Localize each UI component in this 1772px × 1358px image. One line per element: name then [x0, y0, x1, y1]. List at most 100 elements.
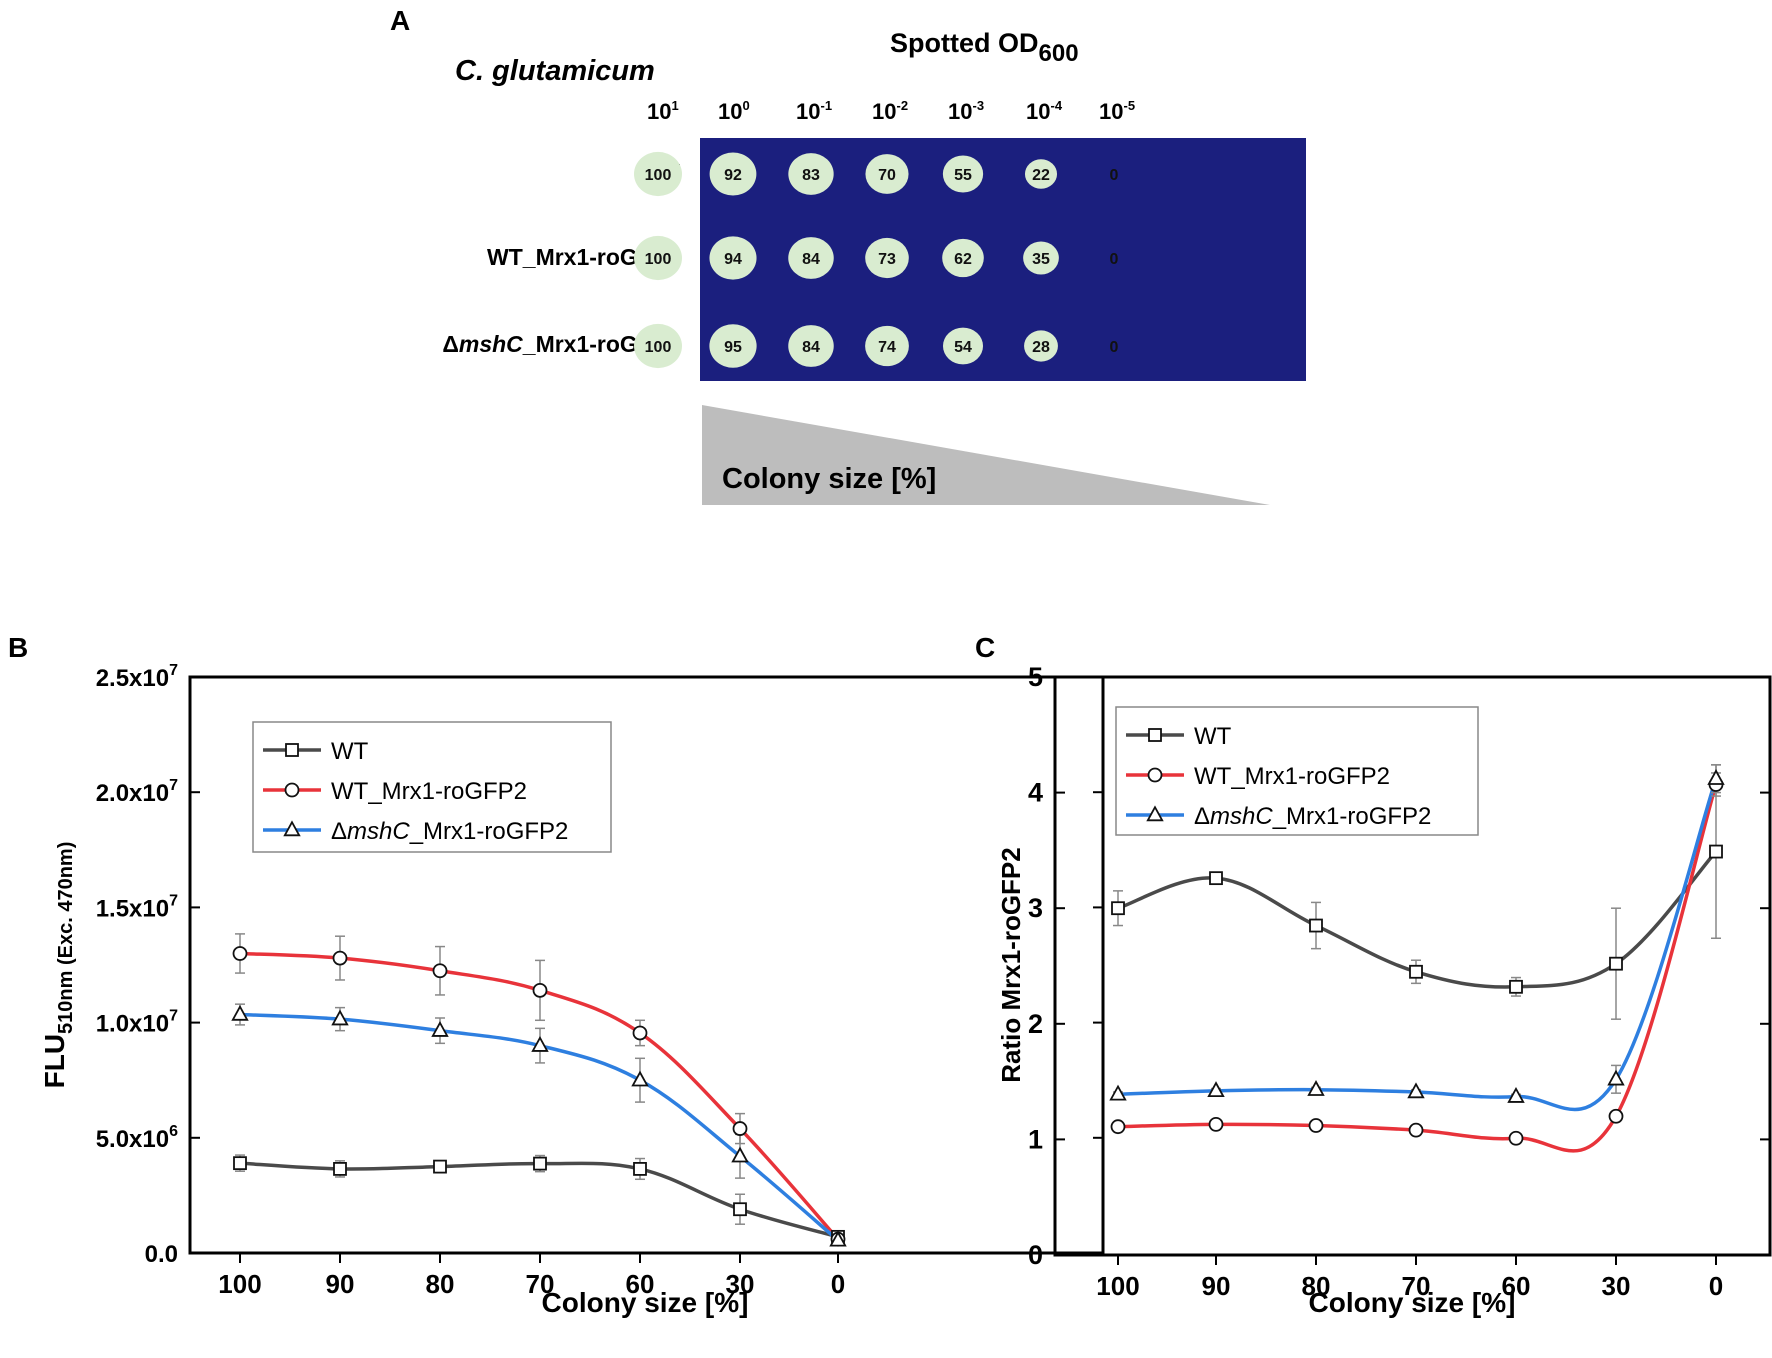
data-point-wt [1509, 979, 1523, 994]
colony-size-value: 74 [878, 339, 896, 356]
data-point-wt [1209, 871, 1223, 886]
colony-size-value: 94 [724, 251, 742, 268]
y-tick-label-exponent: 7 [169, 662, 178, 679]
legend-label-text: WT_Mrx1-roGFP2 [1194, 763, 1390, 790]
x-tick-label: 80 [1302, 1271, 1331, 1301]
y-tick-label: 1.5x107 [96, 892, 178, 922]
y-tick-label-text: 2 [1028, 1009, 1043, 1039]
y-tick-label-text: 0.0 [145, 1241, 178, 1268]
colony-size-wedge-label: Colony size [%] [722, 463, 936, 495]
data-point-mshc [731, 1146, 749, 1163]
data-point-mshc [1707, 769, 1725, 785]
data-point-wt [433, 1159, 447, 1174]
colony-size-value: 0 [1110, 167, 1119, 184]
colony-size-value: 100 [645, 339, 672, 356]
colony-size-value: 35 [1032, 251, 1050, 268]
legend-label-mshc: ΔmshC_Mrx1-roGFP2 [1194, 803, 1431, 830]
colony-spot [634, 235, 682, 281]
dilution-label: 10-3 [948, 98, 984, 124]
organism-label: C. glutamicum [455, 55, 655, 87]
data-point-mshc [531, 1035, 549, 1052]
data-point-wt [1111, 901, 1125, 916]
dilution-exponent: -3 [972, 98, 984, 113]
data-point-wtmrx [1208, 1116, 1224, 1132]
dilution-label: 100 [718, 98, 750, 124]
panel-b: B 0.05.0x1061.0x1071.5x1072.0x1072.5x107… [8, 632, 1105, 1318]
y-tick-label: 5 [1028, 662, 1043, 692]
colony-spot [942, 238, 984, 278]
panel-c-x-axis: 100 90 80 70 60 30 0 [1096, 1255, 1723, 1301]
colony-size-value: 95 [724, 339, 742, 356]
spotted-od-title: Spotted OD600 [890, 28, 1079, 67]
strain-label-italic: mshC [459, 331, 523, 357]
y-tick-label-exponent: 7 [169, 892, 178, 909]
y-tick-label: 5.0x106 [96, 1123, 178, 1153]
data-point-mshc [331, 1009, 349, 1026]
legend-label-text: WT [1194, 723, 1232, 750]
colony-spot [788, 237, 834, 279]
y-tick-label-exponent: 7 [169, 1008, 178, 1025]
panel-c-legend: WT WT_Mrx1-roGFP2 ΔmshC_Mrx1-roGFP2 [1115, 706, 1479, 836]
colony-size-value: 100 [645, 251, 672, 268]
colony-size-value: 0 [1110, 251, 1119, 268]
colony-spot [1024, 330, 1058, 362]
y-tick-label: 0 [1028, 1240, 1043, 1270]
panel-b-frame [188, 675, 1105, 1255]
data-point-mshc [231, 1004, 249, 1021]
y-tick-label-text: 2.0x10 [96, 780, 169, 807]
legend-label-mshc: ΔmshC_Mrx1-roGFP2 [331, 818, 568, 845]
panel-b-series [231, 933, 847, 1247]
data-point-wtmrx [1608, 1108, 1624, 1124]
y-tick-label: 4 [1028, 778, 1043, 808]
x-tick-label: 100 [218, 1269, 261, 1299]
panel-b-y-axis-title: FLU510nm (Exc. 470nm) [39, 842, 77, 1089]
y-tick-label-text: 5 [1028, 662, 1043, 692]
panel-c-y-axis: 0 1 2 3 4 5 [1028, 662, 1770, 1270]
dilution-base: 10 [796, 99, 820, 124]
data-point-mshc [1207, 1081, 1225, 1098]
panel-c-frame [1053, 675, 1772, 1257]
legend-marker-mshc [1146, 805, 1164, 822]
legend-marker-wt [1148, 728, 1162, 742]
panel-b-y-axis-main: FLU [39, 1034, 70, 1088]
y-tick-label: 0.0 [145, 1241, 178, 1268]
data-point-wt [1409, 964, 1423, 979]
panel-b-letter: B [8, 632, 28, 663]
colony-spot [942, 327, 984, 365]
dilution-headers: 101 100 10-1 10-2 10-3 10-4 10-5 [647, 98, 1135, 124]
data-point-mshc [1109, 1084, 1127, 1101]
y-tick-label-text: 3 [1028, 893, 1043, 923]
data-point-wt [533, 1156, 547, 1171]
colony-size-wedge [702, 405, 1270, 505]
panel-a-letter: A [390, 5, 410, 36]
colony-spot [865, 237, 909, 279]
colony-spot [709, 324, 757, 368]
dilution-base: 10 [1026, 99, 1050, 124]
y-tick-label: 2.5x107 [96, 662, 178, 692]
x-tick-label: 70 [526, 1269, 555, 1299]
legend-label-italic: mshC [347, 818, 410, 845]
y-tick-label-text: 1.5x10 [96, 895, 169, 922]
colony-size-value: 54 [954, 339, 972, 356]
data-point-wt [233, 1156, 247, 1171]
x-tick-label: 60 [626, 1269, 655, 1299]
data-point-mshc [1507, 1086, 1525, 1103]
x-tick-label: 80 [426, 1269, 455, 1299]
colony-spot [788, 325, 834, 367]
data-point-wtmrx [1508, 1130, 1524, 1146]
legend-label-text: WT [331, 738, 369, 765]
data-point-mshc [1307, 1080, 1325, 1096]
x-tick-label: 60 [1502, 1271, 1531, 1301]
legend-marker-wt [285, 743, 299, 757]
y-tick-label: 1.0x107 [96, 1008, 178, 1038]
data-point-mshc [431, 1020, 449, 1037]
colony-size-value: 0 [1110, 339, 1119, 356]
dilution-label: 101 [647, 98, 679, 124]
colony-spot [865, 154, 909, 194]
colony-size-value: 73 [878, 251, 896, 268]
dilution-label: 10-2 [872, 98, 908, 124]
colony-spot [634, 151, 682, 197]
strain-label-prefix: Δ [442, 331, 459, 357]
x-tick-label: 70 [1402, 1271, 1431, 1301]
panel-b-legend: WT WT_Mrx1-roGFP2 ΔmshC_Mrx1-roGFP2 [252, 721, 612, 853]
